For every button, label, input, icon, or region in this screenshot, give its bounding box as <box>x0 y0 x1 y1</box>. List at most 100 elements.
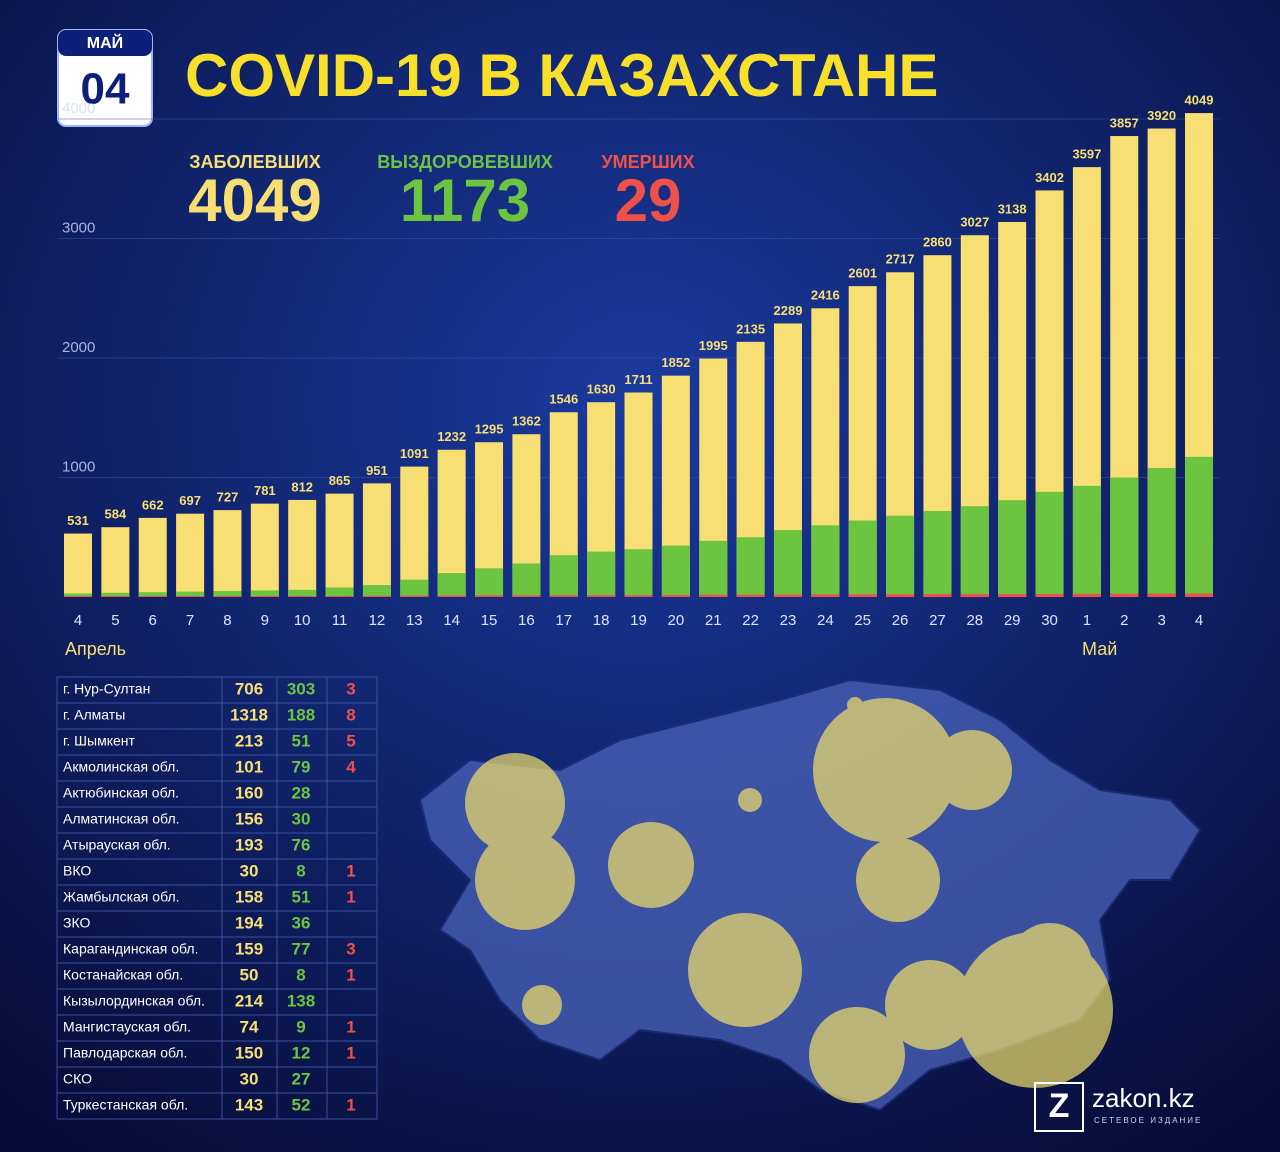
recovered: 8 <box>296 861 305 880</box>
group-label: Май <box>1082 639 1117 659</box>
bar <box>960 506 989 597</box>
value-label: 662 <box>142 497 164 512</box>
bar <box>64 533 92 597</box>
month: МАЙ <box>87 33 123 52</box>
value-label: 865 <box>329 473 351 488</box>
bar <box>960 594 989 597</box>
title: COVID-19 В КАЗАХСТАНЕ <box>185 42 938 109</box>
value-label: 3920 <box>1147 108 1176 123</box>
x-tick-label: 12 <box>369 612 386 629</box>
bar <box>101 592 130 597</box>
deaths: 1 <box>346 1017 355 1036</box>
cases: 150 <box>235 1043 263 1062</box>
bar <box>101 596 130 597</box>
region-name: ВКО <box>63 863 91 879</box>
recovered: 138 <box>287 991 315 1010</box>
region-name: Алматинская обл. <box>63 811 180 827</box>
deaths: 8 <box>346 705 355 724</box>
x-tick-label: 16 <box>518 612 535 629</box>
bar <box>437 449 466 597</box>
bar <box>848 594 877 597</box>
x-tick-label: 21 <box>705 612 722 629</box>
region-name: г. Шымкент <box>63 733 135 749</box>
bar <box>512 595 541 597</box>
bar <box>138 596 167 597</box>
x-tick-label: 15 <box>481 612 498 629</box>
recovered: 30 <box>292 809 311 828</box>
recovered: 51 <box>292 731 311 750</box>
recovered: 79 <box>292 757 311 776</box>
bar <box>886 515 915 597</box>
bar <box>325 587 354 597</box>
bar <box>811 594 840 597</box>
value-label: 1091 <box>400 446 429 461</box>
region-name: Туркестанская обл. <box>63 1097 188 1113</box>
value-label: 2289 <box>774 303 803 318</box>
value-label: 2416 <box>811 288 840 303</box>
deaths: 3 <box>346 939 355 958</box>
bar <box>549 595 578 597</box>
value-label: 2135 <box>736 321 765 336</box>
bar <box>1035 491 1064 597</box>
region-name: г. Алматы <box>63 707 125 723</box>
bar <box>549 555 578 597</box>
x-tick-label: 6 <box>149 612 157 629</box>
x-tick-label: 30 <box>1041 612 1058 629</box>
region-name: Павлодарская обл. <box>63 1045 187 1061</box>
x-tick-label: 2 <box>1120 612 1128 629</box>
region-name: Костанайская обл. <box>63 967 183 983</box>
logo-box <box>1034 1082 1084 1132</box>
cases: 1318 <box>230 705 268 724</box>
value-label: 584 <box>105 507 127 522</box>
value-label: 3027 <box>960 215 989 230</box>
recovered: 51 <box>292 887 311 906</box>
cases: 50 <box>240 965 259 984</box>
stat-label: ЗАБОЛЕВШИХ <box>189 152 320 172</box>
bar <box>400 466 429 597</box>
bar <box>64 596 92 597</box>
region-name: Актюбинская обл. <box>63 785 179 801</box>
deaths: 5 <box>346 731 355 750</box>
cases: 706 <box>235 679 263 698</box>
x-tick-label: 25 <box>854 612 871 629</box>
y-tick-label: 3000 <box>62 219 95 236</box>
x-tick-label: 22 <box>742 612 759 629</box>
bar <box>213 591 242 597</box>
bar <box>624 549 653 597</box>
region-name: Акмолинская обл. <box>63 759 179 775</box>
recovered: 303 <box>287 679 315 698</box>
bar <box>1035 594 1064 597</box>
x-tick-label: 11 <box>332 612 348 629</box>
region-name: Кызылординская обл. <box>63 993 205 1009</box>
recovered: 8 <box>296 965 305 984</box>
region-bubbles <box>465 697 1113 1103</box>
recovered: 77 <box>292 939 311 958</box>
recovered: 52 <box>292 1095 311 1114</box>
x-tick-label: 9 <box>261 612 269 629</box>
x-tick-label: 27 <box>929 612 946 629</box>
stat-value: 1173 <box>400 167 530 234</box>
cases: 194 <box>235 913 264 932</box>
deaths: 1 <box>346 1043 355 1062</box>
value-label: 1630 <box>587 382 616 397</box>
region-name: г. Нур-Султан <box>63 681 150 697</box>
stat-label: ВЫЗДОРОВЕВШИХ <box>377 152 553 172</box>
bar <box>1185 456 1213 597</box>
cases: 30 <box>240 861 259 880</box>
bar <box>587 551 616 597</box>
bar <box>848 520 877 597</box>
bar <box>998 594 1027 597</box>
value-label: 4049 <box>1185 93 1214 108</box>
bar <box>699 594 728 597</box>
bar <box>437 573 466 597</box>
value-label: 781 <box>254 483 276 498</box>
y-tick-label: 2000 <box>62 339 95 356</box>
bar <box>250 590 279 597</box>
cases: 101 <box>235 757 263 776</box>
value-label: 1232 <box>437 429 466 444</box>
bar <box>176 591 205 597</box>
region-name: Жамбылская обл. <box>63 889 180 905</box>
bar <box>400 595 429 597</box>
x-tick-label: 4 <box>1195 612 1203 629</box>
